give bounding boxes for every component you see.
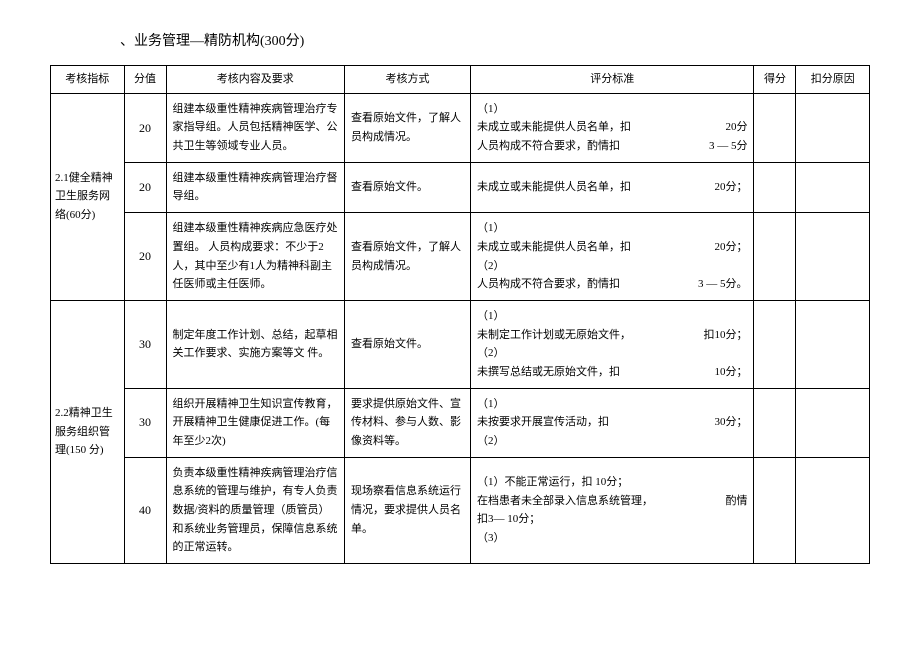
header-reason: 扣分原因 [796, 66, 870, 94]
page-title: 、业务管理—精防机构(300分) [120, 30, 870, 50]
criteria-cell: （1）未成立或未能提供人员名单，扣20分；（2）人员构成不符合要求，酌情扣3 —… [470, 213, 754, 301]
criteria-cell: （1）不能正常运行，扣 10分；在档患者未全部录入信息系统管理，酌情扣3— 10… [470, 457, 754, 563]
points-cell [754, 300, 796, 388]
reason-cell [796, 300, 870, 388]
content-cell: 组织开展精神卫生知识宣传教育，开展精神卫生健康促进工作。(每年至少2次) [166, 388, 344, 457]
content-cell: 组建本级重性精神疾病管理治疗专家指导组。人员包括精神医学、公共卫生等领域专业人员… [166, 93, 344, 162]
criteria-cell: （1）未成立或未能提供人员名单，扣20分人员构成不符合要求，酌情扣3 — 5分 [470, 93, 754, 162]
table-row: 30 组织开展精神卫生知识宣传教育，开展精神卫生健康促进工作。(每年至少2次) … [51, 388, 870, 457]
header-content: 考核内容及要求 [166, 66, 344, 94]
table-row: 20 组建本级重性精神疾病管理治疗督导组。 查看原始文件。 未成立或未能提供人员… [51, 162, 870, 212]
header-method: 考核方式 [344, 66, 470, 94]
criteria-cell: 未成立或未能提供人员名单，扣20分； [470, 162, 754, 212]
indicator-cell: 2.2精神卫生服务组织管理(150 分) [51, 300, 125, 563]
header-criteria: 评分标准 [470, 66, 754, 94]
points-cell [754, 457, 796, 563]
reason-cell [796, 213, 870, 301]
table-header-row: 考核指标 分值 考核内容及要求 考核方式 评分标准 得分 扣分原因 [51, 66, 870, 94]
method-cell: 查看原始文件，了解人员构成情况。 [344, 213, 470, 301]
reason-cell [796, 93, 870, 162]
method-cell: 要求提供原始文件、宣传材料、参与人数、影像资料等。 [344, 388, 470, 457]
table-row: 40 负责本级重性精神疾病管理治疗信息系统的管理与维护，有专人负责数据/资料的质… [51, 457, 870, 563]
table-row: 20 组建本级重性精神疾病应急医疗处置组。 人员构成要求：不少于2人，其中至少有… [51, 213, 870, 301]
table-row: 2.1健全精神卫生服务网络(60分) 20 组建本级重性精神疾病管理治疗专家指导… [51, 93, 870, 162]
content-cell: 组建本级重性精神疾病管理治疗督导组。 [166, 162, 344, 212]
score-cell: 30 [124, 300, 166, 388]
content-cell: 组建本级重性精神疾病应急医疗处置组。 人员构成要求：不少于2人，其中至少有1人为… [166, 213, 344, 301]
reason-cell [796, 388, 870, 457]
header-points: 得分 [754, 66, 796, 94]
points-cell [754, 93, 796, 162]
reason-cell [796, 162, 870, 212]
assessment-table: 考核指标 分值 考核内容及要求 考核方式 评分标准 得分 扣分原因 2.1健全精… [50, 65, 870, 564]
score-cell: 30 [124, 388, 166, 457]
points-cell [754, 213, 796, 301]
criteria-cell: （1）未制定工作计划或无原始文件，扣10分；（2）未撰写总结或无原始文件，扣10… [470, 300, 754, 388]
content-cell: 负责本级重性精神疾病管理治疗信息系统的管理与维护，有专人负责数据/资料的质量管理… [166, 457, 344, 563]
method-cell: 现场察看信息系统运行情况，要求提供人员名单。 [344, 457, 470, 563]
points-cell [754, 388, 796, 457]
indicator-cell: 2.1健全精神卫生服务网络(60分) [51, 93, 125, 300]
header-score: 分值 [124, 66, 166, 94]
method-cell: 查看原始文件。 [344, 300, 470, 388]
score-cell: 20 [124, 162, 166, 212]
header-indicator: 考核指标 [51, 66, 125, 94]
criteria-cell: （1）未按要求开展宣传活动，扣30分；（2） [470, 388, 754, 457]
score-cell: 40 [124, 457, 166, 563]
method-cell: 查看原始文件，了解人员构成情况。 [344, 93, 470, 162]
points-cell [754, 162, 796, 212]
score-cell: 20 [124, 213, 166, 301]
score-cell: 20 [124, 93, 166, 162]
reason-cell [796, 457, 870, 563]
table-row: 2.2精神卫生服务组织管理(150 分) 30 制定年度工作计划、总结，起草相关… [51, 300, 870, 388]
content-cell: 制定年度工作计划、总结，起草相关工作要求、实施方案等文 件。 [166, 300, 344, 388]
method-cell: 查看原始文件。 [344, 162, 470, 212]
